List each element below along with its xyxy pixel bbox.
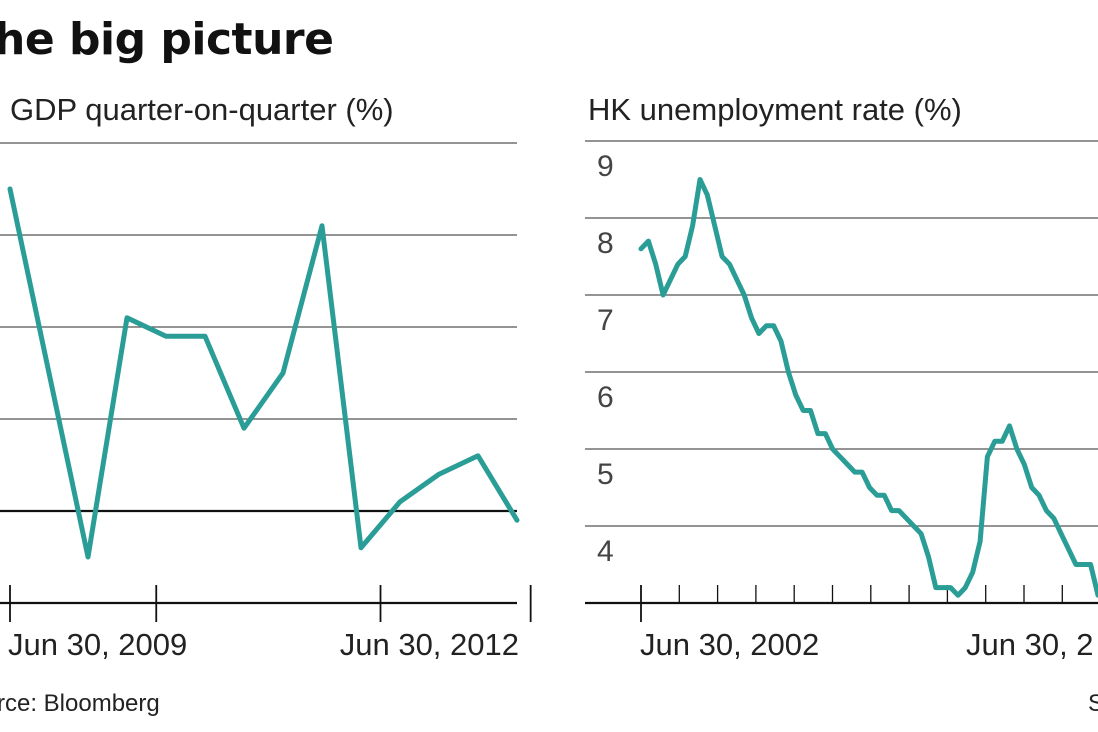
unemployment-chart: 9 8 7 6 5 4 Jun 30, 2002 Jun 30, 2 (585, 140, 1098, 662)
gdp-x-tick-label: Jun 30, 2009 (8, 627, 187, 662)
unemp-x-tick-label: Jun 30, 2 (966, 627, 1094, 662)
gdp-series-line (7, 186, 520, 560)
unemp-y-tick-label: 5 (597, 458, 614, 491)
source-note: rce: Bloomberg (0, 690, 160, 717)
unemp-y-tick-label: 9 (597, 150, 614, 183)
gdp-chart: Jun 30, 2009 Jun 30, 2012 (0, 142, 532, 662)
source-note-right: S (1088, 690, 1098, 717)
headline: he big picture (0, 14, 334, 65)
gdp-x-tick-label: Jun 30, 2012 (340, 627, 519, 662)
unemp-y-tick-label: 8 (597, 227, 614, 260)
unemp-x-tick-label: Jun 30, 2002 (640, 627, 819, 662)
unemp-y-tick-label: 6 (597, 381, 614, 414)
gdp-chart-title: GDP quarter-on-quarter (%) (10, 92, 394, 127)
unemployment-chart-title: HK unemployment rate (%) (588, 92, 962, 127)
unemp-y-tick-label: 7 (597, 304, 614, 337)
unemp-series-line (638, 177, 1098, 598)
unemp-y-tick-label: 4 (597, 535, 614, 568)
